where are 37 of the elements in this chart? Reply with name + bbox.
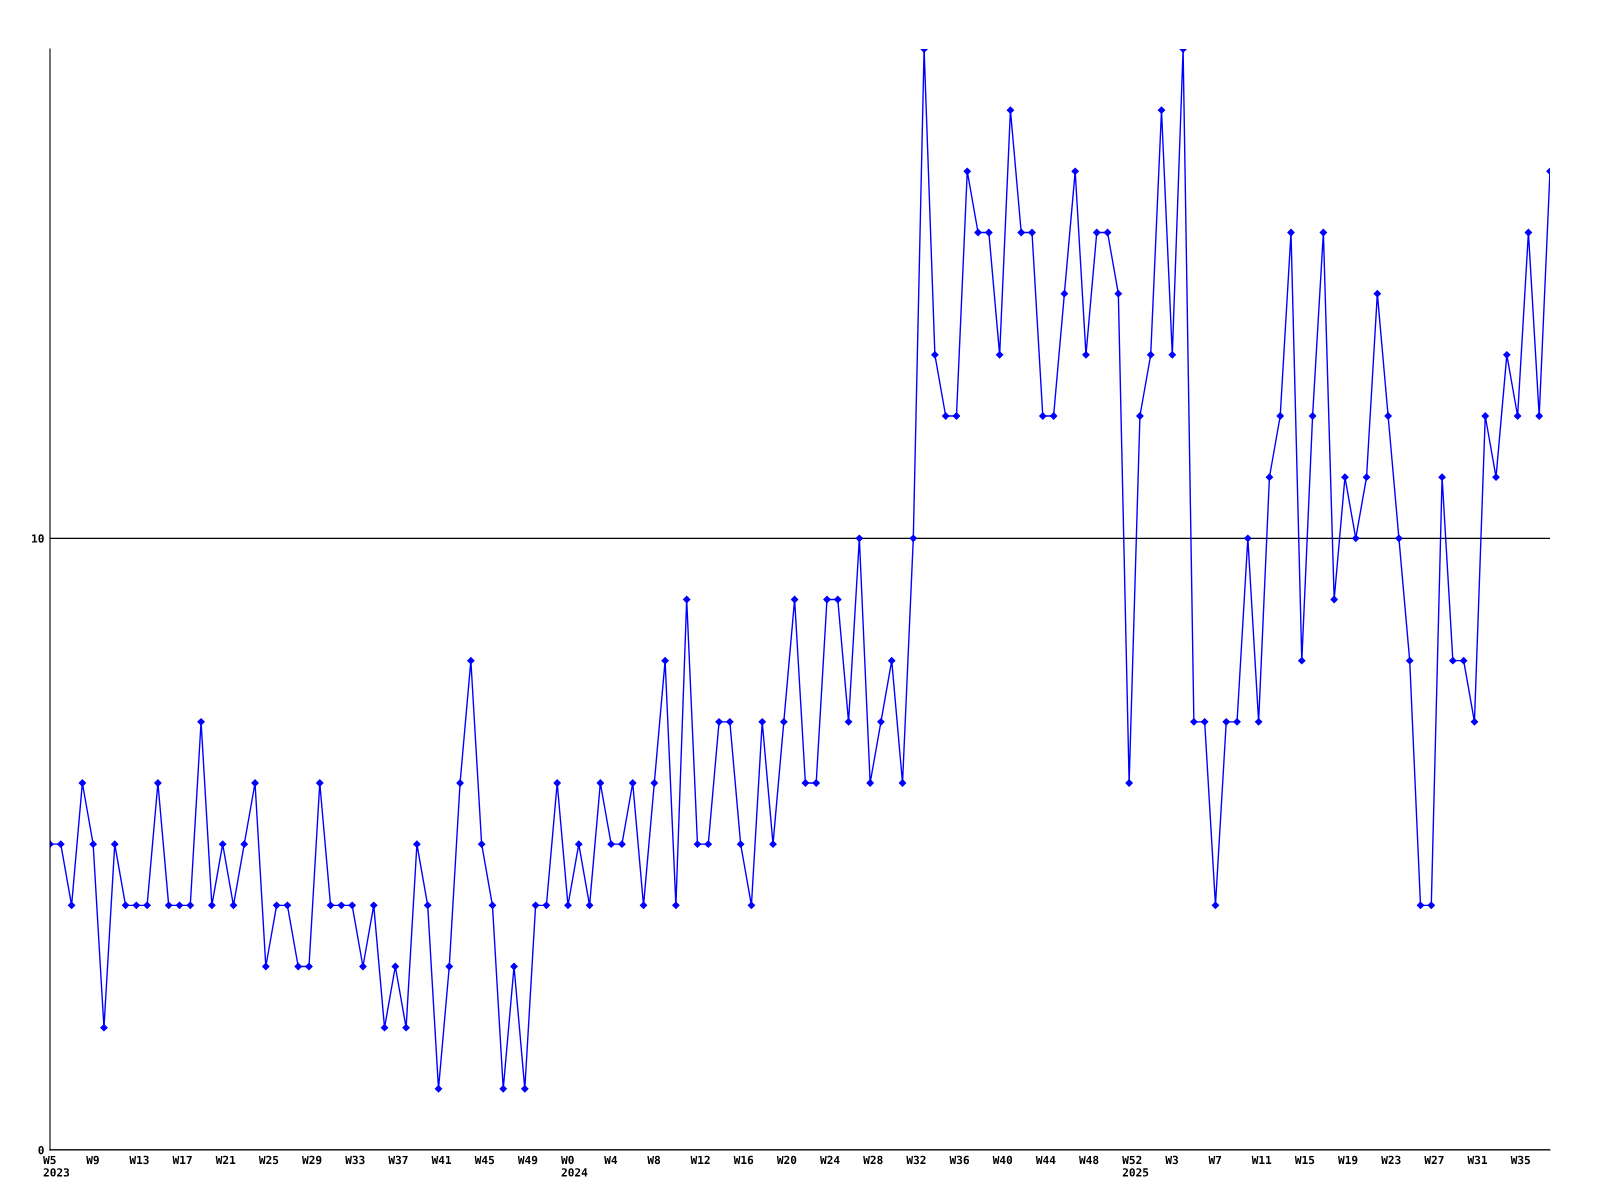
x-tick-label: W37 [388, 1155, 408, 1165]
x-tick-label: W15 [1294, 1155, 1315, 1165]
x-tick-label: W31 [1467, 1155, 1488, 1165]
x-tick-label: W36 [949, 1155, 969, 1165]
x-tick-label: W41 [431, 1155, 452, 1164]
x-tick-label: W35 [1510, 1155, 1530, 1165]
x-tick-label: W49 [517, 1155, 538, 1165]
x-tick-label: W17 [172, 1155, 192, 1164]
x-tick-label: W48 [1079, 1155, 1099, 1165]
x-tick-label: W29 [302, 1155, 322, 1165]
x-tick-label: W7 [1208, 1155, 1222, 1164]
x-tick-label: W4 [604, 1155, 618, 1164]
x-tick-label: W23 [1381, 1155, 1401, 1165]
x-tick-label: W21 [215, 1155, 236, 1164]
x-tick-label: W11 [1251, 1155, 1272, 1164]
x-tick-label: W33 [345, 1155, 365, 1165]
x-tick-label: W3 [1165, 1155, 1179, 1165]
x-tick-label: W16 [733, 1155, 754, 1165]
x-tick-label: W13 [129, 1155, 149, 1165]
x-tick-label: W45 [474, 1155, 495, 1165]
x-tick-label: W28 [863, 1155, 883, 1165]
x-tick-label: W9 [86, 1155, 99, 1165]
x-tick-label: W25 [258, 1155, 279, 1165]
x-tick-label: W8 [647, 1155, 661, 1165]
y-tick-label: 10 [32, 534, 44, 543]
x-tick-label: W20 [776, 1155, 797, 1165]
x-tick-label: W40 [992, 1155, 1013, 1165]
x-tick-label: W24 [820, 1155, 840, 1164]
x-tick-label: W32 [906, 1155, 926, 1165]
x-tick-label: W0 2024 [561, 1155, 588, 1177]
x-tick-label: W5 2023 [43, 1155, 70, 1177]
x-tick-label: W19 [1338, 1155, 1358, 1165]
x-tick-label: W12 [690, 1155, 710, 1164]
y-tick-label: 0 [38, 1145, 44, 1155]
x-tick-label: W27 [1424, 1155, 1444, 1164]
x-tick-label: W44 [1035, 1155, 1056, 1164]
x-tick-label: W52 2025 [1122, 1155, 1149, 1177]
